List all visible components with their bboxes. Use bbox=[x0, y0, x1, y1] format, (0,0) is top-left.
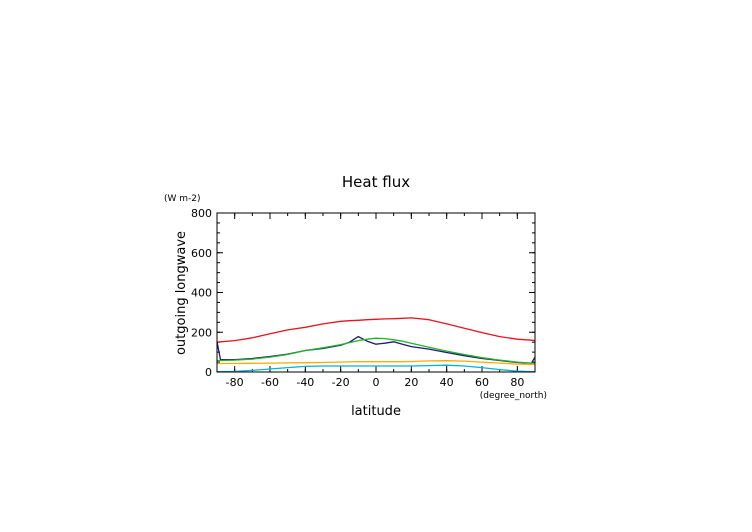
x-tick-label: -40 bbox=[296, 376, 314, 389]
y-tick-label: 0 bbox=[205, 366, 212, 379]
x-tick-label: -80 bbox=[226, 376, 244, 389]
y-tick-label: 600 bbox=[191, 247, 212, 260]
x-axis-title: latitude bbox=[351, 404, 401, 419]
x-tick-label: 20 bbox=[404, 376, 418, 389]
x-tick-label: 80 bbox=[510, 376, 524, 389]
series-line-3 bbox=[217, 337, 535, 364]
series-line-2 bbox=[216, 335, 536, 364]
x-tick-label: 40 bbox=[440, 376, 454, 389]
y-tick-label: 400 bbox=[191, 287, 212, 300]
y-tick-label: 200 bbox=[191, 326, 212, 339]
series-line-4 bbox=[217, 360, 535, 366]
y-axis-title: outgoing longwave bbox=[174, 231, 189, 355]
y-units-label: (W m-2) bbox=[164, 194, 201, 204]
x-units-label: (degree_north) bbox=[480, 391, 547, 401]
series-line-1 bbox=[216, 317, 536, 343]
x-tick-label: -20 bbox=[332, 376, 350, 389]
y-tick-label: 800 bbox=[191, 207, 212, 220]
x-tick-label: 60 bbox=[475, 376, 489, 389]
series-lines bbox=[216, 317, 536, 373]
x-tick-label: 0 bbox=[373, 376, 380, 389]
plot-frame bbox=[216, 212, 536, 373]
series-line-5 bbox=[217, 364, 535, 373]
x-tick-label: -60 bbox=[261, 376, 279, 389]
chart-title: Heat flux bbox=[342, 173, 410, 191]
